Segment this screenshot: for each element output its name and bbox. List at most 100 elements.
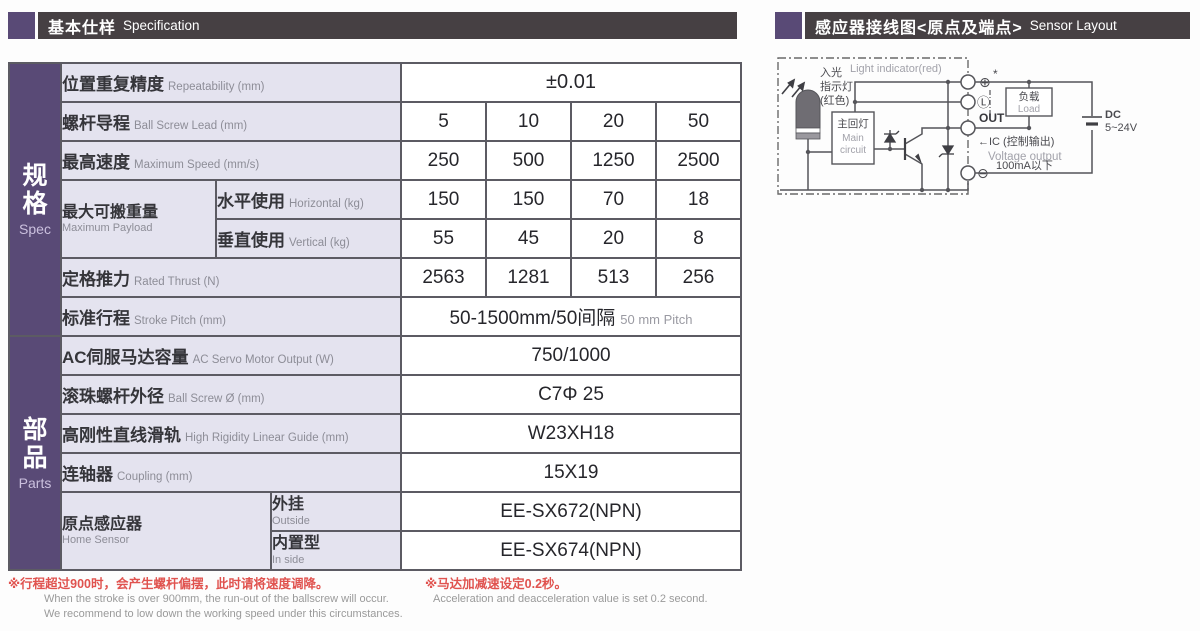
section-header-sensor-layout: 感应器接线图<原点及端点> Sensor Layout [775, 12, 1190, 39]
cell-lead-v2: 10 [485, 101, 572, 142]
light-indicator-en: Light indicator(red) [850, 63, 942, 75]
svg-text:circuit: circuit [840, 145, 866, 156]
terminal-l-circle [960, 94, 976, 110]
cell-payload-label: 最大可搬重量 Maximum Payload [60, 179, 217, 259]
cell-coupling-label: 连轴器 Coupling (mm) [60, 452, 402, 493]
terminal-out-circle [960, 120, 976, 136]
section-header-specification: 基本仕样 Specification [8, 12, 737, 39]
header-title-zh: 基本仕样 [48, 19, 117, 37]
cell-guide-value: W23XH18 [400, 413, 742, 454]
spec-table: 规格 Spec 位置重复精度 Repeatability (mm) ±0.01 螺… [8, 62, 742, 571]
table-row: 螺杆导程 Ball Screw Lead (mm) 5 10 20 50 [9, 101, 742, 142]
table-row: 原点感应器 Home Sensor 外挂 Outside EE-SX672(NP… [9, 491, 742, 571]
cell-horizontal-v3: 70 [570, 179, 657, 220]
zener-diode-icon [883, 130, 900, 143]
cell-lead-v3: 20 [570, 101, 657, 142]
cell-ballscrew-label: 滚珠螺杆外径 Ball Screw Ø (mm) [60, 374, 402, 415]
header-title-zh: 感应器接线图<原点及端点> [815, 19, 1023, 37]
terminal-circles [960, 74, 976, 181]
svg-text:Load: Load [1018, 104, 1040, 115]
cell-ballscrew-value: C7Φ 25 [400, 374, 742, 415]
footnote-en: We recommend to low down the working spe… [44, 607, 403, 620]
purple-accent-square [8, 12, 35, 39]
section-label-en: Parts [18, 474, 52, 491]
cell-lead-label: 螺杆导程 Ball Screw Lead (mm) [60, 101, 402, 142]
junction-dots [805, 79, 1032, 193]
section-label-en: Spec [19, 221, 51, 237]
cell-repeatability-value: ±0.01 [400, 62, 742, 103]
light-arrows-icon [781, 78, 806, 98]
load-box: 负载 Load [1005, 87, 1053, 117]
svg-text:指示灯: 指示灯 [820, 79, 853, 93]
terminal-minus-circle [960, 165, 976, 181]
out-label: OUT [979, 111, 1005, 125]
footnote-stroke-warning: ※行程超过900时，会产生螺杆偏摆，此时请将速度调降。 When the str… [8, 576, 403, 621]
section-label-parts: 部品 Parts [8, 335, 62, 571]
cell-lead-v1: 5 [400, 101, 487, 142]
section-label-spec: 规格 Spec [8, 62, 62, 337]
table-row: 定格推力 Rated Thrust (N) 2563 1281 513 256 [9, 257, 742, 298]
cell-thrust-v1: 2563 [400, 257, 487, 298]
plus-symbol: ⊕ [979, 74, 991, 90]
header-bar: 感应器接线图<原点及端点> Sensor Layout [805, 12, 1190, 39]
svg-text:Main: Main [842, 133, 864, 144]
svg-text:负载: 负载 [1019, 90, 1041, 103]
table-row: 规格 Spec 位置重复精度 Repeatability (mm) ±0.01 [8, 62, 742, 337]
cell-vertical-v3: 20 [570, 218, 657, 259]
purple-accent-square [775, 12, 802, 39]
cell-repeatability-label: 位置重复精度 Repeatability (mm) [60, 62, 402, 103]
table-row: 标准行程 Stroke Pitch (mm) 50-1500mm/50间隔 50 m… [9, 296, 742, 337]
cell-speed-label: 最高速度 Maximum Speed (mm/s) [60, 140, 402, 181]
cell-vertical-label: 垂直使用 Vertical (kg) [215, 218, 402, 259]
voltage-output-label: Voltage output [988, 151, 1062, 163]
cell-vertical-v1: 55 [400, 218, 487, 259]
cell-speed-v4: 2500 [655, 140, 742, 181]
cell-thrust-v4: 256 [655, 257, 742, 298]
table-row: 高刚性直线滑轨 High Rigidity Linear Guide (mm) W… [9, 413, 742, 454]
cell-inside-label: 内置型 In side [270, 530, 402, 571]
main-circuit-box: 主回灯 Main circuit [831, 111, 875, 165]
cell-lead-v4: 50 [655, 101, 742, 142]
cell-home-sensor-label: 原点感应器 Home Sensor [60, 491, 272, 571]
table-row: 连轴器 Coupling (mm) 15X19 [9, 452, 742, 493]
header-title-en: Specification [123, 18, 200, 33]
cell-servo-value: 750/1000 [400, 335, 742, 376]
terminal-plus-circle [960, 74, 976, 90]
footnote-zh: ※行程超过900时，会产生螺杆偏摆，此时请将速度调降。 [8, 577, 329, 591]
cell-speed-v3: 1250 [570, 140, 657, 181]
cell-speed-v2: 500 [485, 140, 572, 181]
dc-voltage-label: 5~24V [1105, 122, 1138, 134]
cell-servo-label: AC伺服马达容量 AC Servo Motor Output (W) [60, 335, 402, 376]
svg-text:主回灯: 主回灯 [837, 118, 869, 130]
dc-label: DC [1105, 109, 1121, 121]
cell-thrust-label: 定格推力 Rated Thrust (N) [60, 257, 402, 298]
header-bar: 基本仕样 Specification [38, 12, 737, 39]
l-symbol: Ⓛ [977, 95, 990, 110]
footnote-en: Acceleration and deacceleration value is… [433, 593, 708, 605]
cell-outside-value: EE-SX672(NPN) [400, 491, 742, 532]
cell-outside-label: 外挂 Outside [270, 491, 402, 532]
table-row: 最高速度 Maximum Speed (mm/s) 250 500 1250 25… [9, 140, 742, 181]
table-row: 垂直使用 Vertical (kg) 55 45 20 8 [9, 218, 742, 259]
cell-stroke-label: 标准行程 Stroke Pitch (mm) [60, 296, 402, 337]
cell-thrust-v2: 1281 [485, 257, 572, 298]
section-label-zh: 规格 [22, 162, 48, 218]
footnote-en: When the stroke is over 900mm, the run-o… [44, 593, 389, 605]
footnote-zh: ※马达加减速设定0.2秒。 [425, 577, 568, 591]
table-row: 最大可搬重量 Maximum Payload 水平使用 Horizontal (k… [9, 179, 742, 259]
table-row: 部品 Parts AC伺服马达容量 AC Servo Motor Output (… [8, 335, 742, 571]
cell-horizontal-v1: 150 [400, 179, 487, 220]
svg-text:(红色): (红色) [820, 93, 849, 107]
cell-horizontal-v4: 18 [655, 179, 742, 220]
asterisk: * [993, 67, 998, 81]
cell-horizontal-v2: 150 [485, 179, 572, 220]
light-indicator-zh: 入光 [820, 65, 842, 79]
battery-icon [1082, 116, 1102, 126]
table-row: 滚珠螺杆外径 Ball Screw Ø (mm) C7Φ 25 [9, 374, 742, 415]
cell-horizontal-label: 水平使用 Horizontal (kg) [215, 179, 402, 220]
table-row: 内置型 In side EE-SX674(NPN) [9, 530, 742, 571]
cell-guide-label: 高刚性直线滑轨 High Rigidity Linear Guide (mm) [60, 413, 402, 454]
current-limit-label: 100mA以下 [996, 160, 1053, 172]
section-label-zh: 部品 [22, 415, 48, 472]
cell-vertical-v2: 45 [485, 218, 572, 259]
